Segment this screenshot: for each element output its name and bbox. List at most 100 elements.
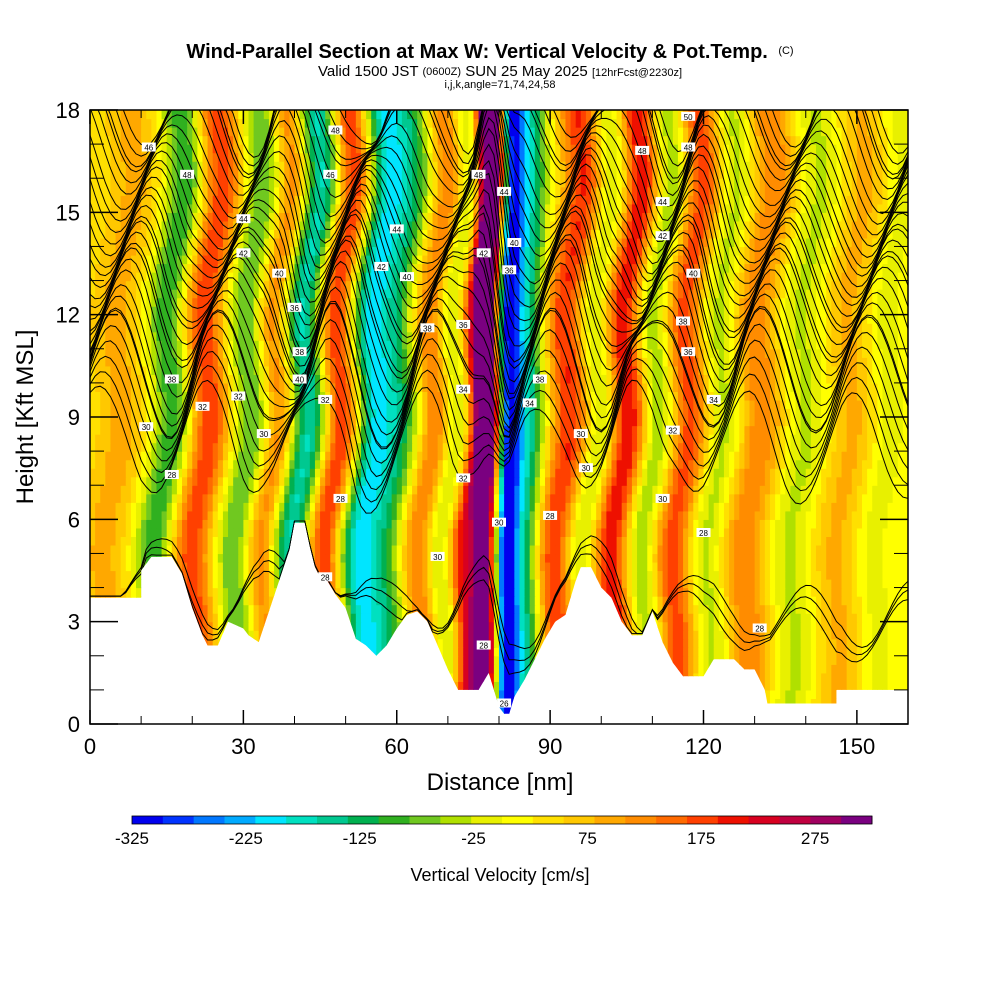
velocity-cell: [406, 485, 413, 495]
velocity-cell: [493, 502, 500, 512]
velocity-cell: [228, 510, 234, 520]
velocity-cell: [841, 613, 848, 623]
velocity-cell: [677, 681, 684, 691]
velocity-cell: [166, 485, 173, 495]
velocity-cell: [376, 502, 383, 512]
velocity-cell: [606, 544, 613, 555]
velocity-cell: [355, 655, 362, 665]
velocity-cell: [355, 510, 362, 520]
velocity-cell: [110, 468, 117, 478]
velocity-cell: [458, 527, 464, 537]
velocity-cell: [734, 681, 740, 691]
velocity-cell: [371, 570, 377, 580]
velocity-cell: [780, 587, 786, 597]
velocity-cell: [831, 604, 838, 614]
velocity-cell: [897, 698, 904, 708]
velocity-cell: [810, 544, 817, 555]
velocity-cell: [657, 468, 664, 478]
velocity-cell: [110, 493, 117, 503]
velocity-cell: [529, 544, 536, 555]
velocity-cell: [350, 553, 357, 563]
velocity-cell: [698, 570, 705, 580]
velocity-cell: [335, 510, 342, 520]
velocity-cell: [320, 510, 326, 520]
velocity-cell: [483, 655, 490, 665]
velocity-cell: [749, 468, 756, 478]
velocity-cell: [846, 519, 853, 529]
velocity-cell: [401, 510, 408, 520]
velocity-cell: [708, 570, 715, 580]
velocity-cell: [509, 655, 515, 665]
velocity-cell: [902, 476, 908, 486]
velocity-cell: [688, 604, 694, 614]
velocity-cell: [274, 613, 280, 623]
velocity-cell: [258, 468, 265, 478]
velocity-cell: [187, 570, 193, 580]
velocity-cell: [299, 647, 306, 657]
velocity-cell: [478, 681, 485, 691]
velocity-cell: [412, 638, 418, 648]
velocity-cell: [412, 630, 418, 640]
velocity-cell: [821, 510, 827, 520]
velocity-cell: [856, 706, 863, 714]
velocity-cell: [437, 502, 444, 512]
velocity-cell: [688, 664, 694, 674]
velocity-cell: [161, 587, 168, 597]
velocity-cell: [565, 698, 572, 708]
velocity-cell: [289, 621, 296, 631]
velocity-cell: [274, 527, 280, 537]
velocity-cell: [248, 698, 255, 708]
velocity-cell: [703, 706, 710, 714]
velocity-cell: [417, 664, 423, 674]
velocity-cell: [734, 579, 740, 589]
velocity-cell: [524, 502, 531, 512]
velocity-cell: [366, 647, 372, 657]
velocity-cell: [314, 706, 321, 714]
velocity-cell: [100, 647, 106, 657]
velocity-cell: [851, 468, 858, 478]
velocity-cell: [217, 587, 224, 597]
velocity-cell: [412, 493, 418, 503]
velocity-cell: [396, 596, 403, 606]
velocity-cell: [555, 485, 561, 495]
velocity-cell: [192, 638, 198, 648]
velocity-cell: [452, 613, 459, 623]
velocity-cell: [683, 570, 689, 580]
velocity-cell: [355, 613, 362, 623]
velocity-cell: [856, 476, 863, 486]
velocity-cell: [187, 536, 193, 546]
velocity-cell: [386, 502, 393, 512]
velocity-cell: [437, 613, 444, 623]
velocity-cell: [693, 544, 699, 555]
velocity-cell: [294, 553, 301, 563]
velocity-cell: [677, 630, 684, 640]
velocity-cell: [171, 630, 178, 640]
velocity-cell: [550, 561, 556, 572]
velocity-cell: [258, 570, 265, 580]
velocity-cell: [499, 681, 505, 691]
velocity-cell: [703, 672, 710, 682]
velocity-cell: [207, 706, 214, 714]
velocity-cell: [585, 527, 592, 537]
velocity-cell: [657, 502, 664, 512]
velocity-cell: [442, 664, 449, 674]
velocity-cell: [243, 519, 250, 529]
velocity-cell: [826, 630, 832, 640]
velocity-cell: [672, 630, 679, 640]
velocity-cell: [330, 689, 336, 700]
velocity-cell: [222, 502, 229, 512]
velocity-cell: [519, 621, 526, 631]
velocity-cell: [263, 596, 270, 606]
velocity-cell: [442, 579, 449, 589]
velocity-cell: [156, 527, 163, 537]
velocity-cell: [693, 689, 699, 700]
velocity-cell: [754, 706, 761, 714]
velocity-cell: [228, 561, 234, 572]
velocity-cell: [222, 451, 229, 461]
velocity-cell: [800, 698, 807, 708]
velocity-cell: [585, 587, 592, 597]
velocity-cell: [289, 561, 296, 572]
velocity-cell: [376, 672, 383, 682]
velocity-cell: [657, 706, 664, 714]
